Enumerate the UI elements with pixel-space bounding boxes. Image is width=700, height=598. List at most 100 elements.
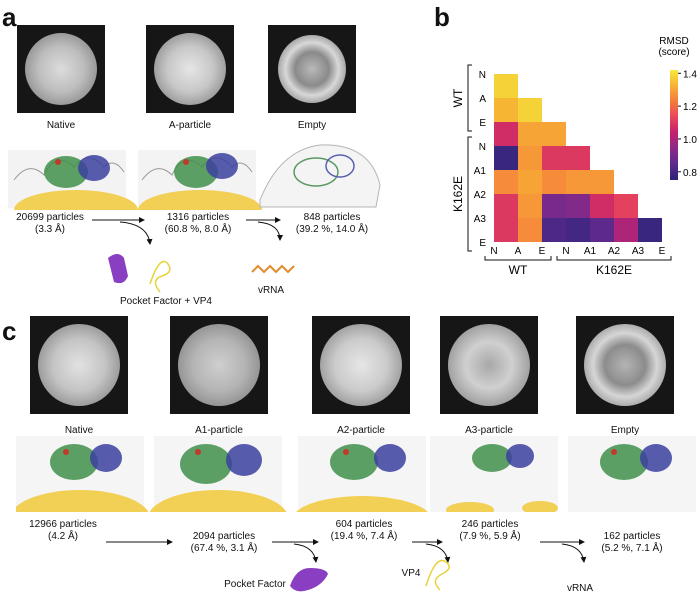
heatmap-cell — [518, 194, 542, 218]
released-pocket-factor-vp4: Pocket Factor + VP4 — [120, 296, 212, 307]
colorbar-title: RMSD — [659, 36, 688, 47]
heatmap-cell — [542, 194, 566, 218]
class-label-empty: Empty — [297, 120, 327, 131]
class-average-native — [17, 25, 105, 113]
heatmap-col-label: A1 — [584, 246, 597, 257]
heatmap-cell — [542, 146, 566, 170]
released-vrna-c: vRNA — [566, 583, 594, 594]
row-group-label: WT — [451, 88, 465, 107]
heatmap-cell — [518, 146, 542, 170]
colorbar-tick-label: 1.4 — [683, 69, 697, 80]
heatmap-row-label: A3 — [474, 214, 487, 225]
vp4-shape — [149, 260, 171, 293]
heatmap-cell — [566, 170, 590, 194]
particle-count-a-particle: 1316 particles (60.8 %, 8.0 Å) — [164, 212, 232, 235]
class-label-native: Native — [46, 120, 76, 131]
released-pocket-factor-c: Pocket Factor — [224, 579, 286, 590]
panel-a-structures — [8, 144, 381, 210]
class-average-a-particle — [146, 25, 234, 113]
heatmap-cell — [494, 170, 518, 194]
panel-c-letter: c — [2, 316, 17, 346]
col-group-label: WT — [509, 263, 528, 277]
structure-c-a2 — [296, 436, 428, 512]
particle-count-native-a: 20699 particles (3.3 Å) — [16, 212, 84, 235]
class-average-c-a3 — [440, 316, 538, 414]
class-label-c-a1: A1-particle — [195, 425, 243, 436]
structure-empty — [259, 144, 381, 208]
heatmap-row-label: N — [479, 142, 486, 153]
row-group-bracket — [467, 136, 472, 252]
heatmap-row-label: E — [479, 118, 486, 129]
col-group-bracket — [556, 256, 672, 261]
heatmap-cell — [518, 170, 542, 194]
colorbar-tick-label: 1.2 — [683, 102, 697, 113]
row-group-label: K162E — [451, 176, 465, 212]
heatmap-cell — [518, 98, 542, 122]
heatmap-cell — [518, 122, 542, 146]
colorbar-tick-label: 0.8 — [683, 168, 697, 179]
class-average-c-a2 — [312, 316, 410, 414]
structure-c-native — [16, 436, 149, 512]
structure-a-particle — [138, 150, 262, 210]
released-vrna-a: vRNA — [257, 285, 285, 296]
class-average-c-a1 — [170, 316, 268, 414]
heatmap-cell — [494, 146, 518, 170]
heatmap-cell — [566, 218, 590, 242]
heatmap-col-label: A3 — [632, 246, 645, 257]
heatmap-cell — [542, 122, 566, 146]
heatmap-col-label: E — [539, 246, 546, 257]
heatmap-cell — [566, 146, 590, 170]
heatmap-cell — [614, 218, 638, 242]
panel-b-letter: b — [434, 2, 450, 32]
particle-count-c-empty: 162 particles (5.2 %, 7.1 Å) — [601, 531, 663, 554]
row-group-bracket — [467, 64, 472, 132]
class-average-empty — [268, 25, 356, 113]
panel-c-structures — [16, 436, 696, 512]
heatmap-row-label: N — [479, 70, 486, 81]
particle-count-c-a2: 604 particles (19.4 %, 7.4 Å) — [330, 519, 398, 542]
heatmap-row-label: A2 — [474, 190, 487, 201]
structure-native — [8, 150, 138, 210]
colorbar — [670, 70, 678, 180]
vrna-shape — [251, 264, 295, 274]
heatmap-cell — [494, 74, 518, 98]
col-group-label: K162E — [596, 263, 632, 277]
heatmap-cell — [494, 122, 518, 146]
heatmap-cell — [542, 170, 566, 194]
pocket-factor-shape — [108, 254, 128, 284]
heatmap-cell — [590, 194, 614, 218]
class-label-c-a2: A2-particle — [337, 425, 385, 436]
class-label-c-empty: Empty — [610, 425, 640, 436]
heatmap-cell — [494, 218, 518, 242]
released-vp4-c: VP4 — [401, 568, 421, 579]
panel-a-letter: a — [2, 2, 17, 32]
heatmap-cell — [542, 218, 566, 242]
heatmap-col-label: A — [515, 246, 522, 257]
particle-count-c-native: 12966 particles (4.2 Å) — [29, 519, 97, 542]
heatmap-cell — [590, 170, 614, 194]
particle-count-c-a1: 2094 particles (67.4 %, 3.1 Å) — [190, 531, 258, 554]
panel-c-arrows — [106, 539, 587, 592]
heatmap-col-label: N — [562, 246, 569, 257]
class-label-c-native: Native — [64, 425, 94, 436]
class-average-c-native — [30, 316, 128, 414]
heatmap-cell — [566, 194, 590, 218]
particle-count-c-a3: 246 particles (7.9 %, 5.9 Å) — [459, 519, 521, 542]
class-label-c-a3: A3-particle — [465, 425, 513, 436]
heatmap-cell — [494, 194, 518, 218]
colorbar-subtitle: (score) — [658, 47, 689, 58]
particle-count-empty-a: 848 particles (39.2 %, 14.0 Å) — [295, 212, 369, 235]
heatmap-col-label: A2 — [608, 246, 621, 257]
colorbar-tick-label: 1.0 — [683, 135, 697, 146]
class-label-a-particle: A-particle — [168, 120, 212, 131]
class-average-c-empty — [576, 316, 674, 414]
heatmap-cell — [518, 218, 542, 242]
pocket-factor-shape-c — [290, 568, 328, 592]
structure-c-a1 — [149, 436, 287, 512]
col-group-bracket — [484, 256, 552, 261]
heatmap-cell — [638, 218, 662, 242]
heatmap-row-label: A1 — [474, 166, 487, 177]
heatmap-col-label: N — [490, 246, 497, 257]
heatmap-row-label: E — [479, 238, 486, 249]
structure-c-empty — [568, 436, 696, 512]
